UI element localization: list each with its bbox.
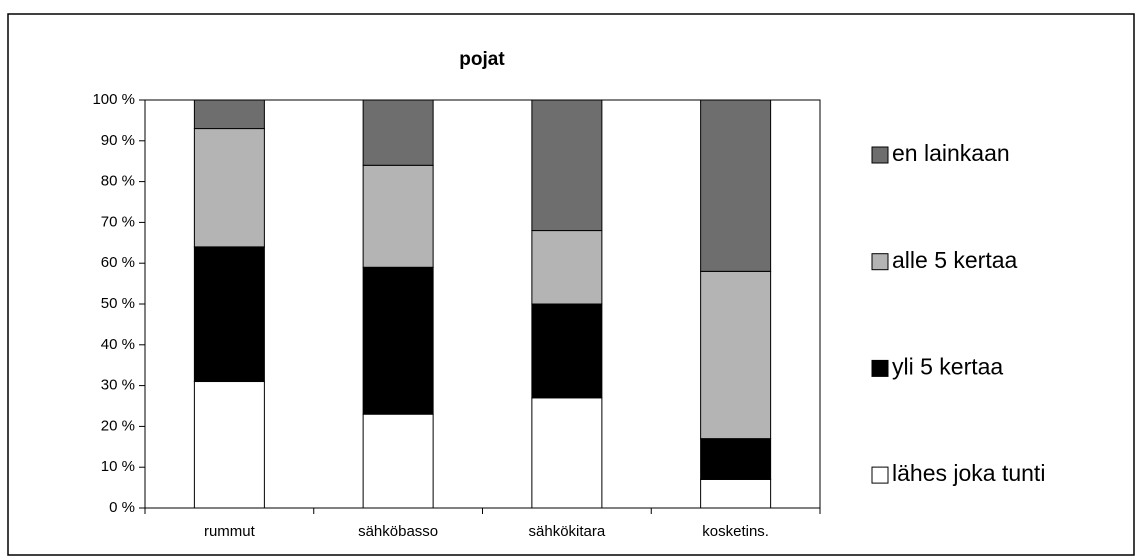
x-tick-label: kosketins. — [702, 523, 769, 540]
bar-segment — [700, 270, 772, 440]
bar-segment — [362, 164, 434, 268]
x-tick-label: rummut — [204, 523, 256, 540]
legend-swatch — [871, 146, 889, 164]
bar-segment — [362, 266, 434, 415]
bar-segment — [193, 128, 265, 248]
y-tick-label: 0 % — [109, 499, 135, 516]
bar-segment — [700, 478, 772, 509]
bar-segment — [531, 397, 603, 509]
legend-label: en lainkaan — [892, 140, 1010, 166]
legend-swatch — [871, 359, 889, 377]
legend-swatch — [871, 466, 889, 484]
legend-label: yli 5 kertaa — [892, 353, 1003, 379]
legend-swatch — [871, 253, 889, 271]
bar-segment — [193, 99, 265, 130]
bar-segment — [700, 438, 772, 480]
bar-segment — [531, 303, 603, 399]
bar-segment — [700, 99, 772, 272]
y-tick-label: 30 % — [101, 377, 135, 394]
y-tick-label: 60 % — [101, 254, 135, 271]
y-tick-label: 50 % — [101, 295, 135, 312]
y-tick-label: 80 % — [101, 173, 135, 190]
y-tick-label: 90 % — [101, 132, 135, 149]
chart-title: pojat — [459, 49, 505, 70]
legend-label: alle 5 kertaa — [892, 247, 1018, 273]
bar-segment — [193, 381, 265, 509]
y-tick-label: 20 % — [101, 417, 135, 434]
bar-segment — [362, 413, 434, 509]
legend-label: lähes joka tunti — [892, 460, 1045, 486]
bar-segment — [531, 99, 603, 232]
x-tick-label: sähkökitara — [529, 523, 606, 540]
y-tick-label: 10 % — [101, 458, 135, 475]
y-tick-label: 70 % — [101, 213, 135, 230]
x-tick-label: sähköbasso — [358, 523, 438, 540]
y-tick-label: 100 % — [92, 91, 135, 108]
bar-segment — [531, 230, 603, 305]
bar-segment — [362, 99, 434, 166]
y-tick-label: 40 % — [101, 336, 135, 353]
bar-segment — [193, 246, 265, 383]
